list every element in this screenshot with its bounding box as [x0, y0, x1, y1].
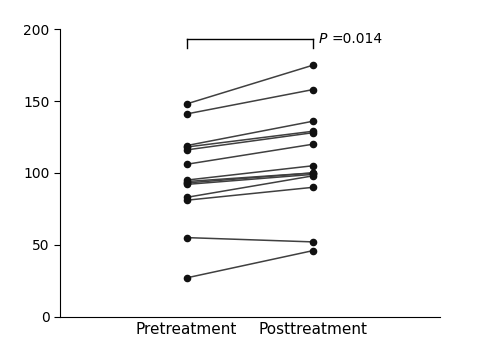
Point: [182, 161, 190, 167]
Point: [182, 182, 190, 187]
Point: [310, 141, 318, 147]
Point: [182, 111, 190, 117]
Point: [182, 197, 190, 203]
Point: [310, 128, 318, 134]
Point: [182, 101, 190, 107]
Point: [182, 180, 190, 186]
Point: [310, 87, 318, 92]
Point: [182, 144, 190, 150]
Point: [310, 118, 318, 124]
Point: [182, 194, 190, 200]
Text: =0.014: =0.014: [331, 32, 382, 46]
Point: [310, 239, 318, 245]
Point: [310, 170, 318, 176]
Point: [182, 143, 190, 149]
Point: [310, 171, 318, 177]
Point: [310, 248, 318, 253]
Point: [310, 163, 318, 169]
Point: [182, 147, 190, 153]
Point: [182, 275, 190, 281]
Point: [310, 173, 318, 179]
Text: P: P: [318, 32, 327, 46]
Point: [310, 170, 318, 176]
Point: [182, 179, 190, 185]
Point: [182, 177, 190, 183]
Point: [310, 130, 318, 135]
Point: [310, 184, 318, 190]
Point: [310, 62, 318, 68]
Point: [182, 235, 190, 241]
